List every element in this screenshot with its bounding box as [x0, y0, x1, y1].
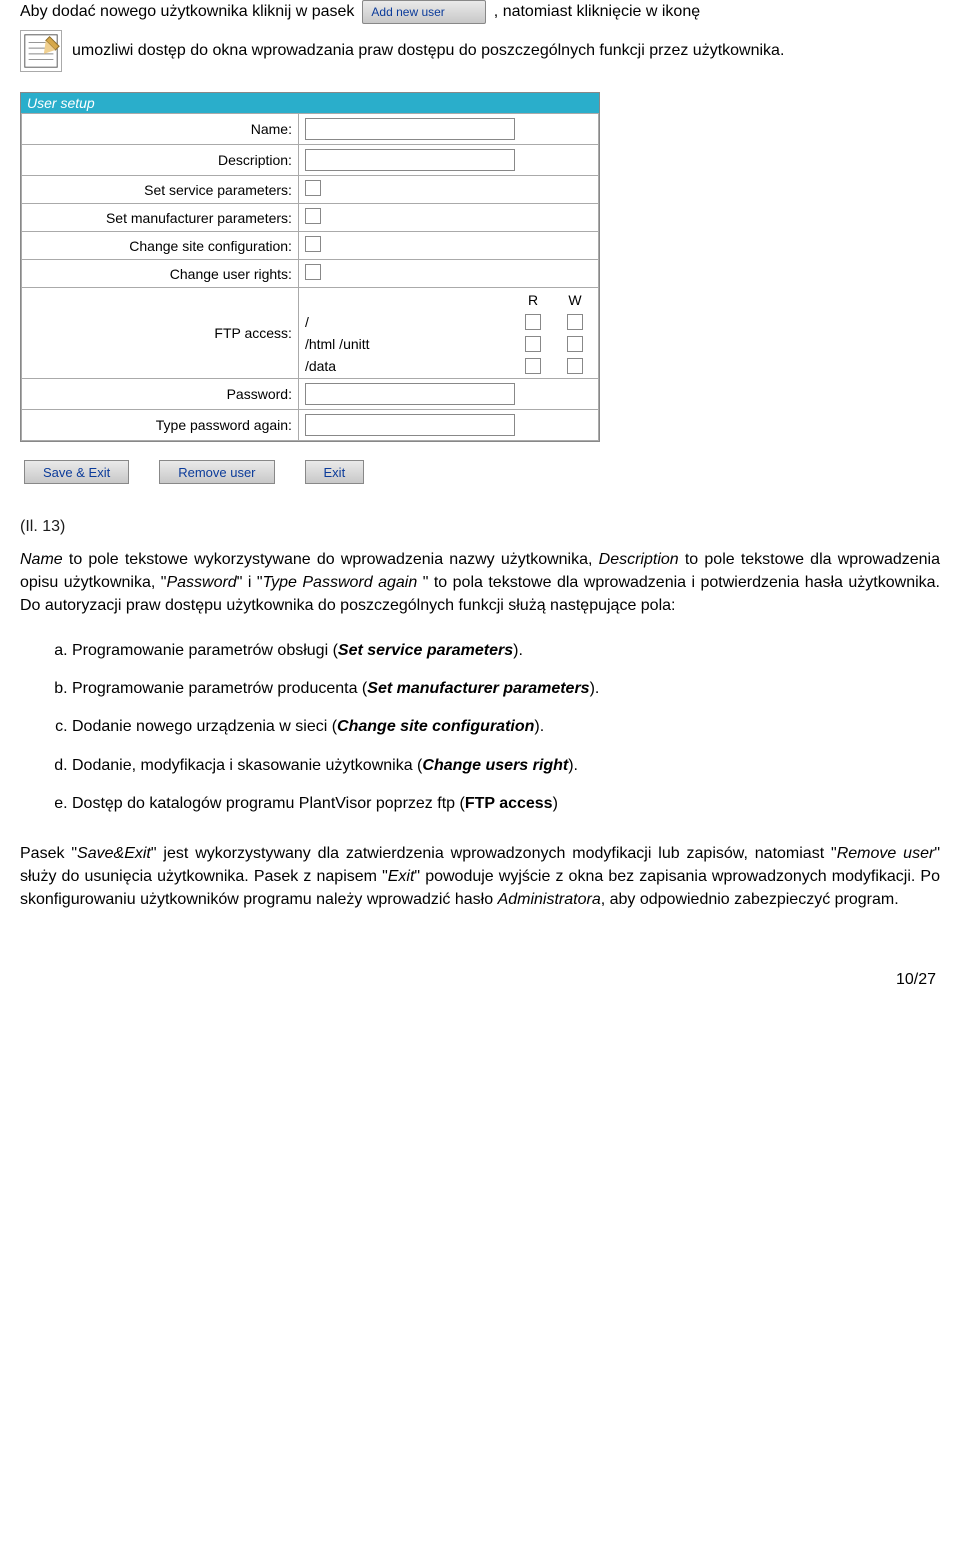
label-set-service: Set service parameters:: [22, 176, 299, 204]
term-save-exit: Save&Exit: [77, 845, 151, 862]
password-input[interactable]: [305, 383, 515, 405]
li-e-text: Dostęp do katalogów programu PlantVisor …: [72, 795, 465, 812]
p1-t3: " i ": [237, 574, 263, 591]
label-name: Name:: [22, 114, 299, 145]
p2-t1: Pasek ": [20, 845, 77, 862]
description-input[interactable]: [305, 149, 515, 171]
ftp-root-r-checkbox[interactable]: [525, 314, 541, 330]
label-set-manufacturer: Set manufacturer parameters:: [22, 204, 299, 232]
ftp-path-0: /: [305, 314, 508, 330]
user-setup-form: User setup Name: Description: Set servic…: [20, 92, 600, 442]
label-password: Password:: [22, 379, 299, 410]
set-manufacturer-checkbox[interactable]: [305, 208, 321, 224]
ftp-path-1: /html /unitt: [305, 336, 508, 352]
label-change-site: Change site configuration:: [22, 232, 299, 260]
paragraph-2: Pasek "Save&Exit" jest wykorzystywany dl…: [20, 842, 940, 912]
ftp-html-r-checkbox[interactable]: [525, 336, 541, 352]
p1-t1: to pole tekstowe wykorzystywane do wprow…: [63, 551, 599, 568]
li-c-text: Dodanie nowego urządzenia w sieci (: [72, 718, 337, 735]
ftp-access-grid: R W / /html /unitt /data: [305, 292, 592, 374]
list-item-d: Dodanie, modyfikacja i skasowanie użytko…: [72, 747, 940, 785]
li-a-term: Set service parameters: [338, 642, 513, 659]
term-description: Description: [599, 551, 679, 568]
ftp-data-r-checkbox[interactable]: [525, 358, 541, 374]
li-d-term: Change users right: [422, 757, 568, 774]
ftp-col-r: R: [516, 292, 550, 308]
li-a-text: Programowanie parametrów obsługi (: [72, 642, 338, 659]
intro-text-1: Aby dodać nowego użytkownika kliknij w p…: [20, 1, 354, 23]
save-exit-button[interactable]: Save & Exit: [24, 460, 129, 484]
form-actions: Save & Exit Remove user Exit: [20, 454, 940, 494]
label-password-again: Type password again:: [22, 410, 299, 441]
li-b-term: Set manufacturer parameters: [367, 680, 589, 697]
li-e-term: FTP access: [465, 795, 553, 812]
set-service-checkbox[interactable]: [305, 180, 321, 196]
li-c-term: Change site configuration: [337, 718, 534, 735]
li-c-end: ).: [534, 718, 544, 735]
ftp-col-w: W: [558, 292, 592, 308]
label-ftp-access: FTP access:: [22, 288, 299, 379]
list-item-e: Dostęp do katalogów programu PlantVisor …: [72, 785, 940, 823]
li-b-text: Programowanie parametrów producenta (: [72, 680, 367, 697]
list-item-b: Programowanie parametrów producenta (Set…: [72, 670, 940, 708]
intro-text-3: umozliwi dostęp do okna wprowadzania pra…: [72, 40, 940, 62]
ftp-path-2: /data: [305, 358, 508, 374]
term-password-again: Type Password again: [263, 574, 423, 591]
term-name: Name: [20, 551, 63, 568]
list-item-c: Dodanie nowego urządzenia w sieci (Chang…: [72, 708, 940, 746]
li-e-end: ): [553, 795, 558, 812]
p2-t5: , aby odpowiednio zabezpieczyć program.: [601, 891, 899, 908]
term-remove-user: Remove user: [837, 845, 935, 862]
notepad-icon[interactable]: [20, 30, 62, 72]
intro-text-2: , natomiast kliknięcie w ikonę: [494, 1, 700, 23]
ftp-html-w-checkbox[interactable]: [567, 336, 583, 352]
ftp-root-w-checkbox[interactable]: [567, 314, 583, 330]
li-a-end: ).: [513, 642, 523, 659]
page-number: 10/27: [20, 971, 940, 989]
label-change-rights: Change user rights:: [22, 260, 299, 288]
term-exit: Exit: [388, 868, 415, 885]
name-input[interactable]: [305, 118, 515, 140]
p2-t2: " jest wykorzystywany dla zatwierdzenia …: [151, 845, 837, 862]
li-d-end: ).: [568, 757, 578, 774]
term-administrator: Administratora: [498, 891, 601, 908]
li-d-text: Dodanie, modyfikacja i skasowanie użytko…: [72, 757, 422, 774]
paragraph-1: Name to pole tekstowe wykorzystywane do …: [20, 548, 940, 618]
change-rights-checkbox[interactable]: [305, 264, 321, 280]
label-description: Description:: [22, 145, 299, 176]
form-title: User setup: [21, 93, 599, 113]
change-site-checkbox[interactable]: [305, 236, 321, 252]
exit-button[interactable]: Exit: [305, 460, 365, 484]
remove-user-button[interactable]: Remove user: [159, 460, 274, 484]
li-b-end: ).: [590, 680, 600, 697]
ftp-data-w-checkbox[interactable]: [567, 358, 583, 374]
figure-caption: (Il. 13): [20, 518, 940, 536]
feature-list: Programowanie parametrów obsługi (Set se…: [20, 632, 940, 824]
password-again-input[interactable]: [305, 414, 515, 436]
term-password: Password: [166, 574, 236, 591]
list-item-a: Programowanie parametrów obsługi (Set se…: [72, 632, 940, 670]
add-new-user-button[interactable]: Add new user: [362, 0, 485, 24]
